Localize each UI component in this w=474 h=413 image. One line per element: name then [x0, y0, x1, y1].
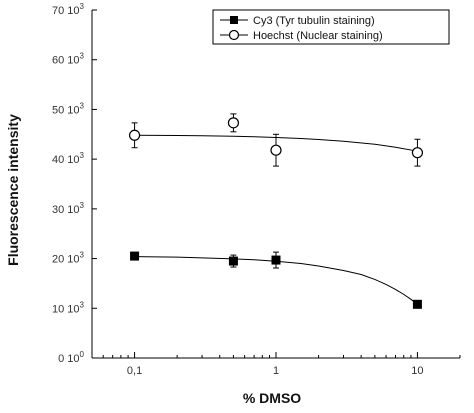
x-axis-title: % DMSO: [243, 390, 301, 406]
y-tick-label-base: 20 10: [52, 254, 80, 266]
legend: Cy3 (Tyr tubulin staining) Hoechst (Nucl…: [212, 9, 450, 45]
data-point: [270, 144, 282, 156]
data-point: [412, 299, 422, 309]
y-tick-label-exponent: 3: [80, 2, 85, 11]
y-tick-label-base: 50 10: [52, 104, 80, 116]
legend-marker-cy3: [230, 16, 238, 24]
y-tick-label-base: 0 10: [58, 353, 79, 365]
data-point: [411, 147, 424, 159]
y-tick-label: 20 103: [52, 251, 85, 266]
y-tick-label: 30 103: [52, 201, 85, 216]
y-tick-label: 70 103: [52, 2, 85, 17]
y-axis-title: Fluorescence intensity: [5, 114, 21, 266]
y-tick-label: 40 103: [52, 151, 85, 166]
data-point: [128, 129, 141, 141]
data-point: [228, 256, 238, 266]
series-layer: [128, 113, 424, 309]
x-tick-label: 10: [411, 365, 423, 377]
legend-label-cy3: Cy3 (Tyr tubulin staining): [253, 15, 375, 27]
y-tick-label-base: 30 10: [52, 204, 80, 216]
data-point: [130, 251, 140, 261]
series-0: [130, 251, 422, 309]
series-1: [128, 113, 424, 167]
fit-curve: [134, 256, 418, 305]
data-point: [271, 255, 281, 265]
fit-curve: [134, 134, 418, 152]
y-tick-label: 50 103: [52, 101, 85, 116]
x-tick-label: 0,1: [127, 365, 142, 377]
y-tick-label-base: 60 10: [52, 55, 80, 67]
y-tick-label-base: 70 10: [52, 5, 80, 17]
y-tick-label-exponent: 3: [80, 300, 85, 309]
y-tick-label-exponent: 3: [80, 101, 85, 110]
x-axis-ticks: 0,1 1 10: [91, 352, 461, 377]
y-tick-label: 60 103: [52, 52, 85, 67]
y-tick-label-exponent: 3: [80, 52, 85, 61]
y-tick-label: 10 103: [52, 300, 85, 315]
y-tick-label-exponent: 0: [80, 350, 85, 359]
legend-marker-hoechst: [228, 29, 240, 41]
data-point: [227, 117, 240, 129]
y-tick-label-exponent: 3: [80, 251, 85, 260]
legend-box: [212, 9, 450, 45]
x-tick-label: 1: [273, 365, 279, 377]
legend-label-hoechst: Hoechst (Nuclear staining): [253, 30, 383, 42]
y-tick-label-base: 40 10: [52, 154, 80, 166]
y-tick-label-exponent: 3: [80, 151, 85, 160]
y-tick-label-exponent: 3: [80, 201, 85, 210]
y-tick-label-base: 10 10: [52, 303, 80, 315]
y-tick-label: 0 100: [58, 350, 84, 365]
